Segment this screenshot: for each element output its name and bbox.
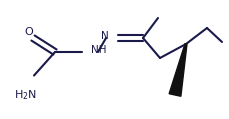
Text: H$_2$N: H$_2$N xyxy=(14,88,36,102)
Text: NH: NH xyxy=(91,45,106,55)
Polygon shape xyxy=(169,44,187,96)
Text: O: O xyxy=(25,27,33,37)
Text: N: N xyxy=(101,31,109,41)
